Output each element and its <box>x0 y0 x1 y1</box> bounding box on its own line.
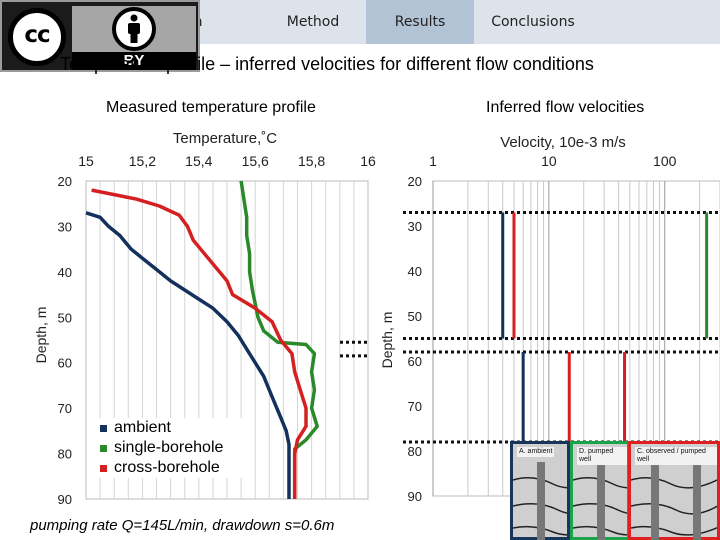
well-icon <box>597 462 605 540</box>
legend-marker-cross-borehole <box>100 465 107 472</box>
legend-label-cross-borehole: cross-borehole <box>114 459 220 476</box>
temp-y-tick-label: 30 <box>58 219 72 234</box>
temp-x-tick-label: 15,4 <box>185 153 212 169</box>
velocity-y-axis-label: Depth, m <box>379 312 395 369</box>
legend-marker-single-borehole <box>100 445 107 452</box>
temp-y-tick-label: 50 <box>58 310 72 325</box>
temp-x-tick-label: 15 <box>78 153 94 169</box>
temp-x-tick-label: 15,2 <box>129 153 156 169</box>
temp-series-single-borehole <box>239 180 319 499</box>
by-label: BY <box>72 52 196 70</box>
temp-series-cross-borehole <box>91 188 308 499</box>
left-chart-subtitle: Measured temperature profile <box>106 99 316 116</box>
fracture-sketch-icon <box>573 477 627 536</box>
velocity-y-tick-label: 90 <box>408 489 422 504</box>
tab-conclusions[interactable]: Conclusions <box>491 14 575 30</box>
temp-y-tick-label: 90 <box>58 492 72 507</box>
legend-item-ambient: ambient <box>96 418 246 438</box>
tab-method[interactable]: Method <box>286 14 340 30</box>
legend-label-single-borehole: single-borehole <box>114 439 224 456</box>
velocity-y-tick-label: 60 <box>408 354 422 369</box>
schematic-pumped-well: D. pumped well <box>570 441 630 540</box>
temp-y-tick-label: 40 <box>58 265 72 280</box>
temp-x-tick-label: 15,6 <box>242 153 269 169</box>
velocity-y-tick-label: 80 <box>408 444 422 459</box>
schematic-label-pumped-well: D. pumped well <box>577 447 627 465</box>
temp-y-tick-label: 60 <box>58 356 72 371</box>
temperature-legend: ambient single-borehole cross-borehole <box>96 418 246 478</box>
temp-y-tick-label: 80 <box>58 447 72 462</box>
well-icon <box>537 462 545 540</box>
legend-label-ambient: ambient <box>114 419 171 436</box>
fracture-sketch-icon <box>513 477 567 536</box>
fracture-sketch-icon <box>631 477 717 536</box>
legend-marker-ambient <box>100 425 107 432</box>
right-chart-subtitle: Inferred flow velocities <box>486 99 645 116</box>
temp-y-axis-label: Depth, m <box>33 307 49 364</box>
slide-title: Temperature profile – inferred velocitie… <box>60 54 594 74</box>
well-icon <box>693 462 701 540</box>
velocity-y-tick-label: 20 <box>408 174 422 189</box>
cc-logo-icon: cc <box>8 8 66 66</box>
person-icon <box>112 7 156 51</box>
temp-y-tick-label: 20 <box>58 174 72 189</box>
velocity-x-axis-label: Velocity, 10e-3 m/s <box>500 134 626 151</box>
velocity-x-tick-label: 10 <box>541 153 557 169</box>
velocity-x-tick-label: 1 <box>429 153 437 169</box>
legend-item-single-borehole: single-borehole <box>96 438 246 458</box>
cc-by-license-badge: cc BY <box>0 0 200 72</box>
velocity-y-tick-label: 70 <box>408 399 422 414</box>
schematic-label-ambient: A. ambient <box>517 447 555 457</box>
well-icon <box>651 462 659 540</box>
flow-schematics: A. ambient D. pumped well C. observed / … <box>510 441 720 540</box>
velocity-y-tick-label: 50 <box>408 309 422 324</box>
temp-x-tick-label: 15,8 <box>298 153 325 169</box>
legend-item-cross-borehole: cross-borehole <box>96 458 246 478</box>
schematic-ambient: A. ambient <box>510 441 570 540</box>
schematic-observed-pumped: C. observed / pumped well <box>628 441 720 540</box>
velocity-y-tick-label: 40 <box>408 264 422 279</box>
temp-y-tick-label: 70 <box>58 401 72 416</box>
pumping-caption: pumping rate Q=145L/min, drawdown s=0.6m <box>30 517 335 534</box>
temp-x-tick-label: 16 <box>360 153 376 169</box>
tab-results[interactable]: Results <box>366 0 474 44</box>
velocity-x-tick-label: 100 <box>653 153 677 169</box>
temp-x-axis-label: Temperature,˚C <box>173 130 277 147</box>
temp-series-ambient <box>85 211 291 499</box>
velocity-y-tick-label: 30 <box>408 219 422 234</box>
schematic-label-observed-pumped: C. observed / pumped well <box>635 447 717 465</box>
